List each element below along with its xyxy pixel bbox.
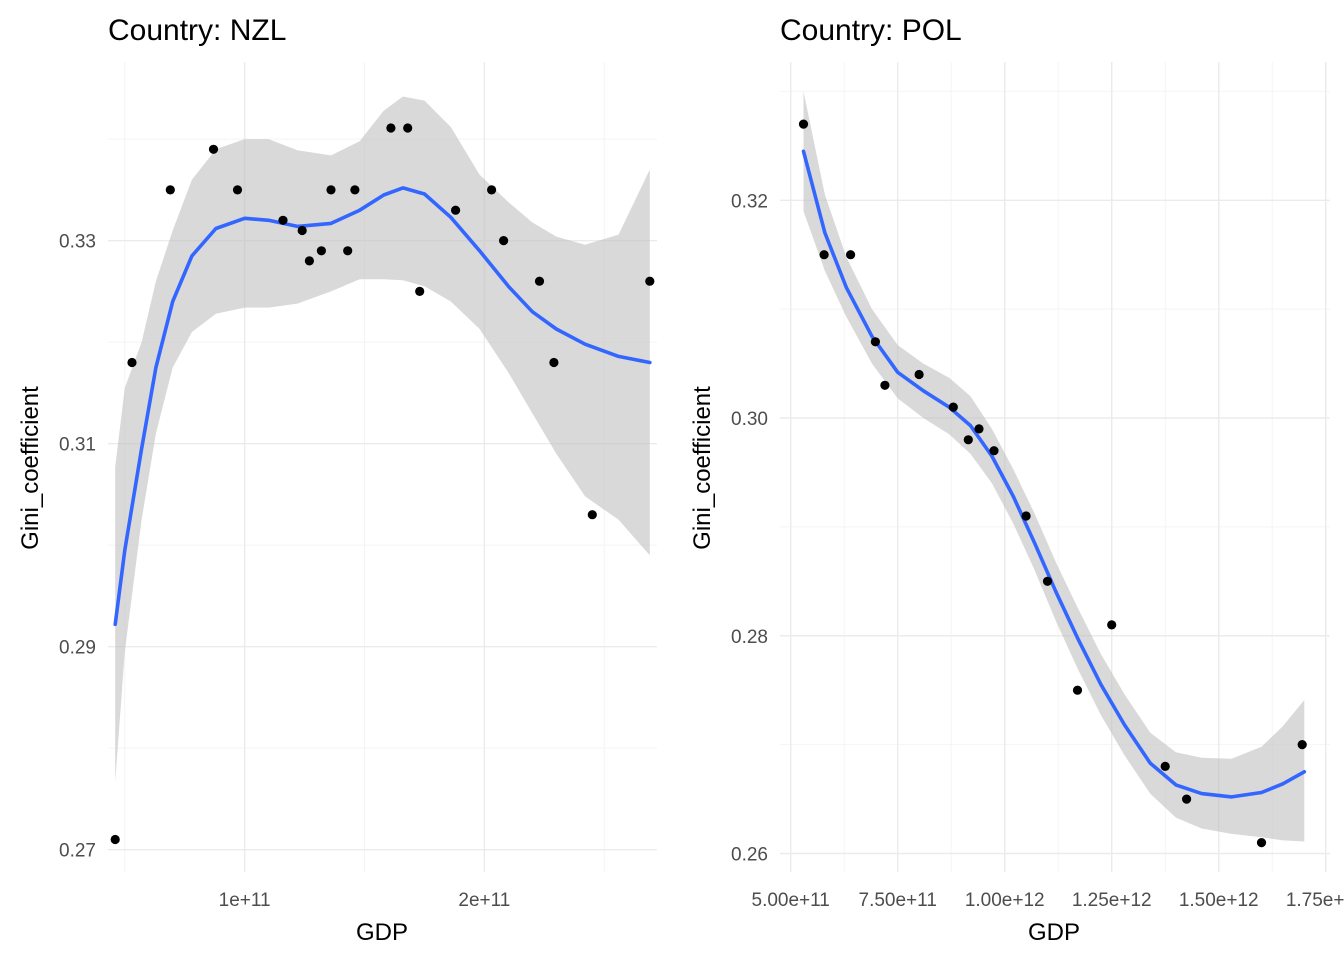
panel-nzl-points [110, 123, 655, 845]
data-point [415, 286, 425, 296]
data-point [1107, 620, 1117, 630]
data-point [487, 185, 497, 195]
data-point [326, 185, 336, 195]
data-point [587, 510, 597, 520]
y-tick-label: 0.29 [59, 638, 96, 659]
smooth-line [113, 186, 652, 627]
x-tick-label: 1.75e+12 [1286, 890, 1344, 911]
x-tick-label: 1.25e+12 [1072, 890, 1152, 911]
panel-nzl-y-ticks: 0.27 0.29 0.31 0.33 [59, 232, 96, 862]
data-point [1042, 576, 1053, 586]
y-tick-label: 0.26 [731, 844, 768, 865]
y-tick-label: 0.28 [731, 627, 768, 648]
panel-pol-title: Country: POL [780, 14, 962, 47]
data-point [343, 246, 353, 256]
panel-nzl-confidence-band-layer [115, 96, 650, 782]
data-point [1021, 511, 1031, 521]
confidence-band [115, 96, 650, 782]
x-tick-label: 2e+11 [458, 890, 510, 911]
y-tick-label: 0.33 [59, 232, 96, 253]
panel-pol-y-ticks: 0.26 0.28 0.30 0.32 [731, 191, 768, 865]
data-point [403, 123, 413, 133]
data-point [278, 215, 288, 225]
data-point [1256, 838, 1267, 848]
y-tick-label: 0.32 [731, 191, 768, 212]
panel-nzl: 1e+11 2e+11 0.27 0.29 0.31 0.33 Country: NZL… [17, 14, 657, 946]
confidence-band [803, 91, 1305, 842]
panel-nzl-x-axis-title: GDP [356, 919, 408, 946]
panel-pol-grid [780, 62, 1330, 872]
data-point [127, 357, 137, 368]
panel-pol-x-ticks: 5.00e+11 7.50e+11 1.00e+12 1.25e+12 1.50e+12… [752, 890, 1344, 911]
data-point [316, 246, 326, 256]
panel-pol-y-axis-title: Gini_coefficient [689, 386, 716, 550]
y-tick-label: 0.30 [731, 409, 768, 430]
data-point [297, 225, 307, 236]
data-point [798, 119, 809, 129]
data-point [208, 144, 219, 154]
panel-pol-points [798, 119, 1307, 848]
panel-nzl-x-ticks: 1e+11 2e+11 [219, 890, 511, 911]
data-point [645, 276, 655, 286]
panel-pol-x-axis-title: GDP [1028, 919, 1080, 946]
x-tick-label: 1.00e+12 [965, 890, 1045, 911]
data-point [534, 276, 545, 286]
data-point [819, 250, 829, 260]
data-point [846, 250, 856, 260]
panel-pol: 5.00e+11 7.50e+11 1.00e+12 1.25e+12 1.50e+12… [689, 14, 1344, 946]
data-point [1160, 761, 1170, 772]
data-point [232, 185, 243, 195]
data-point [386, 123, 396, 133]
x-tick-label: 5.00e+11 [752, 890, 830, 911]
data-point [1182, 794, 1192, 804]
panel-pol-confidence-band-layer [803, 91, 1305, 842]
data-point [974, 424, 984, 434]
data-point [963, 435, 973, 445]
data-point [304, 256, 314, 266]
data-point [870, 337, 881, 347]
data-point [549, 357, 559, 368]
data-point [165, 185, 175, 195]
x-tick-label: 7.50e+11 [859, 890, 937, 911]
data-point [110, 834, 120, 845]
smooth-line [801, 149, 1307, 799]
data-point [1072, 685, 1083, 695]
data-point [350, 185, 360, 195]
data-point [1297, 740, 1307, 750]
data-point [880, 380, 890, 390]
y-tick-label: 0.27 [59, 841, 96, 862]
data-point [451, 205, 461, 215]
y-tick-label: 0.31 [59, 435, 96, 456]
panel-pol-smooth-layer [801, 149, 1307, 799]
x-tick-label: 1.50e+12 [1179, 890, 1259, 911]
data-point [948, 402, 958, 412]
panel-nzl-smooth-layer [113, 186, 652, 627]
data-point [499, 236, 509, 246]
panel-nzl-title: Country: NZL [108, 14, 286, 47]
data-point [989, 446, 999, 456]
panel-nzl-y-axis-title: Gini_coefficient [17, 386, 44, 550]
data-point [914, 369, 924, 380]
x-tick-label: 1e+11 [219, 890, 271, 911]
